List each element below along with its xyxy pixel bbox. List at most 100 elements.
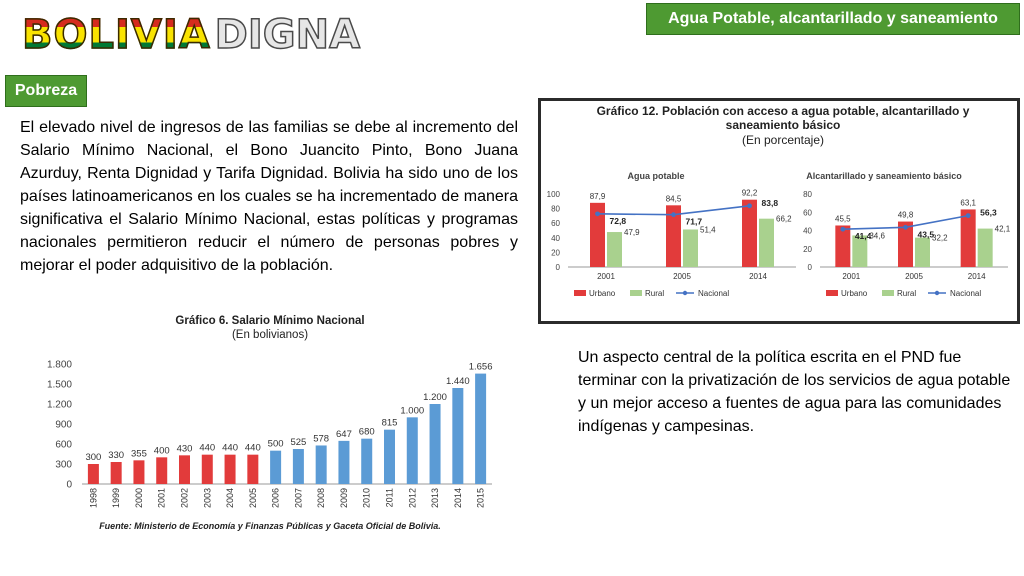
- water-label-nacional: 83,8: [762, 198, 779, 208]
- water-chart-frame: [538, 98, 1020, 324]
- wage-bar: [224, 454, 236, 484]
- paragraph-right: Un aspecto central de la política escrit…: [578, 349, 1011, 435]
- wage-chart-source: Fuente: Ministerio de Economía y Finanza…: [99, 521, 441, 531]
- water-ytick-label: 40: [803, 227, 812, 236]
- water-bar-urbano: [742, 199, 757, 267]
- legend-marker-nacional: [682, 290, 688, 296]
- wage-value-label: 1.656: [469, 362, 493, 373]
- wage-bar: [87, 464, 99, 484]
- wage-xtick-label: 2002: [180, 488, 190, 508]
- water-bar-rural: [915, 237, 930, 267]
- logo: BOLIVIA DIGNA: [21, 11, 361, 59]
- wage-xtick-label: 2013: [430, 488, 440, 508]
- water-ytick-label: 20: [551, 248, 560, 257]
- water-xtick-label: 2014: [749, 272, 767, 281]
- water-panel-2: Alcantarillado y saneamiento básico 0 20 40…: [803, 171, 1011, 298]
- topic-tag: Pobreza: [5, 75, 87, 107]
- wage-ytick-label: 0: [66, 480, 72, 491]
- logo-digna: DIGNA: [214, 11, 361, 59]
- wage-chart: Gráfico 6. Salario Mínimo Nacional (En b…: [47, 315, 493, 531]
- wage-bar: [361, 438, 373, 484]
- water-label-nacional: 43,5: [918, 229, 935, 239]
- water-point-nacional: [840, 226, 846, 232]
- water-label-rural: 66,2: [776, 215, 792, 224]
- wage-bar: [406, 417, 418, 484]
- wage-value-label: 500: [268, 439, 284, 450]
- water-bar-rural: [977, 228, 993, 267]
- wage-xtick-label: 2012: [407, 488, 417, 508]
- wage-bar: [315, 445, 327, 484]
- wage-value-label: 355: [131, 448, 147, 459]
- legend-swatch-rural: [630, 290, 642, 296]
- wage-value-label: 680: [359, 427, 375, 438]
- water-ytick-label: 80: [803, 190, 812, 199]
- wage-bar: [270, 450, 282, 484]
- wage-ytick-label: 600: [55, 440, 72, 451]
- water-label-urbano: 87,9: [590, 192, 606, 201]
- water-xtick-label: 2001: [597, 272, 615, 281]
- legend-label-nacional: Nacional: [698, 289, 729, 298]
- wage-value-label: 1.000: [400, 405, 424, 416]
- water-label-rural: 42,1: [995, 225, 1011, 234]
- wage-value-label: 525: [290, 437, 306, 448]
- wage-bar: [247, 454, 259, 484]
- water-label-urbano: 92,2: [742, 189, 758, 198]
- water-bar-rural: [759, 218, 774, 267]
- wage-bar: [338, 440, 350, 484]
- legend-swatch-urbano: [826, 290, 838, 296]
- paragraph-left: El elevado nivel de ingresos de las fami…: [20, 119, 518, 274]
- wage-xtick-label: 2009: [339, 488, 349, 508]
- water-ytick-label: 60: [551, 219, 560, 228]
- water-bar-rural: [607, 232, 622, 267]
- water-bar-rural: [852, 235, 868, 267]
- wage-xtick-label: 2007: [293, 488, 303, 508]
- water-label-nacional: 71,7: [686, 217, 703, 227]
- wage-xtick-label: 2004: [225, 488, 235, 508]
- water-bar-urbano: [835, 225, 851, 267]
- wage-value-label: 578: [313, 433, 329, 444]
- water-ytick-label: 80: [551, 205, 560, 214]
- wage-chart-title: Gráfico 6. Salario Mínimo Nacional: [175, 315, 364, 327]
- wage-xtick-label: 2001: [157, 488, 167, 508]
- legend-label-rural: Rural: [645, 289, 664, 298]
- wage-ytick-label: 1.500: [47, 380, 72, 391]
- logo-bolivia: BOLIVIA: [21, 11, 211, 59]
- legend-label-urbano: Urbano: [841, 289, 868, 298]
- wage-bar: [179, 455, 190, 484]
- water-ytick-label: 20: [803, 245, 812, 254]
- water-chart-panels: Agua potable 0 20 40 60 80 100 87,9 47,9 2001 84,5…: [547, 171, 1011, 298]
- water-ytick-label: 0: [556, 263, 561, 272]
- water-ytick-label: 40: [551, 234, 560, 243]
- water-ytick-label: 100: [547, 190, 561, 199]
- wage-value-label: 1.440: [446, 376, 470, 387]
- legend-label-urbano: Urbano: [589, 289, 616, 298]
- wage-xtick-label: 2005: [248, 488, 258, 508]
- water-panel-title: Agua potable: [627, 171, 684, 181]
- wage-ytick-label: 1.800: [47, 360, 72, 371]
- water-ytick-label: 0: [808, 263, 813, 272]
- wage-value-label: 300: [85, 452, 101, 463]
- wage-xtick-label: 1998: [88, 488, 98, 508]
- water-panel-1: Agua potable 0 20 40 60 80 100 87,9 47,9 2001 84,5…: [547, 171, 796, 298]
- water-label-urbano: 49,8: [898, 211, 914, 220]
- water-point-nacional: [903, 224, 908, 230]
- wage-value-label: 815: [382, 418, 398, 429]
- water-label-urbano: 84,5: [666, 194, 682, 203]
- wage-xtick-label: 2003: [202, 488, 212, 508]
- wage-value-label: 1.200: [423, 392, 447, 403]
- wage-bar: [133, 460, 145, 484]
- water-chart: Gráfico 12. Población con acceso a agua …: [538, 98, 1020, 324]
- water-point-nacional: [595, 211, 600, 217]
- water-xtick-label: 2001: [842, 272, 860, 281]
- water-point-nacional: [965, 213, 971, 219]
- wage-value-label: 430: [177, 443, 193, 454]
- wage-bar: [452, 388, 464, 484]
- water-panel-title: Alcantarillado y saneamiento básico: [806, 171, 962, 181]
- section-title: Agua Potable, alcantarillado y saneamien…: [646, 3, 1020, 57]
- wage-ytick-label: 300: [55, 460, 72, 471]
- wage-value-label: 440: [199, 443, 215, 454]
- water-label-rural: 34,6: [869, 231, 885, 240]
- wage-bar: [475, 373, 487, 484]
- wage-xtick-label: 2008: [316, 488, 326, 508]
- wage-value-label: 400: [154, 445, 170, 456]
